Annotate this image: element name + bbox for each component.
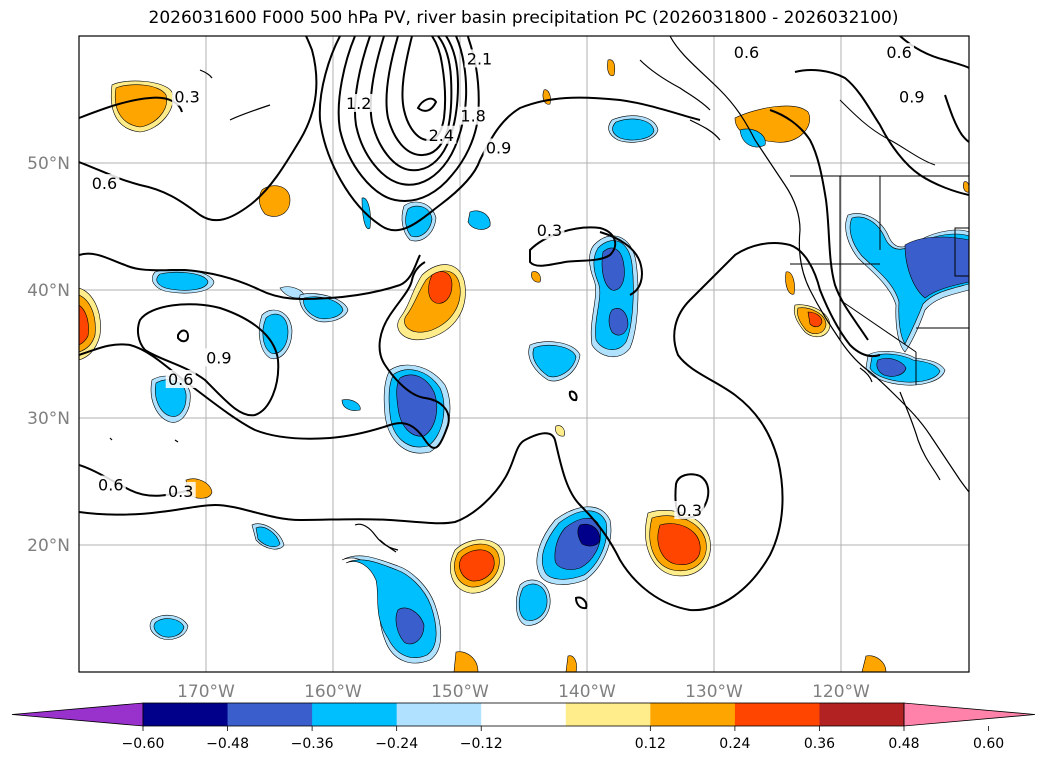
colorbar-tick-label: −0.48 <box>206 736 249 752</box>
colorbar-segment <box>312 703 398 726</box>
pv-contour-label: 0.3 <box>537 221 562 240</box>
lat-label-50n: 50°N <box>27 154 70 174</box>
lon-label-120w: 120°W <box>812 682 870 702</box>
colorbar-tick-label: −0.36 <box>291 736 334 752</box>
pv-contour-label: 0.6 <box>92 174 117 193</box>
colorbar-tick-label: −0.24 <box>375 736 418 752</box>
colorbar-tick-label: −0.60 <box>122 736 165 752</box>
pv-label-bg <box>165 369 196 388</box>
pv-label-bg <box>896 87 927 106</box>
colorbar-outline <box>142 702 905 727</box>
colorbar-segment <box>565 703 651 726</box>
pv-contour-label: 0.6 <box>886 43 911 62</box>
pv-contour-label: 1.8 <box>460 107 485 126</box>
pv-contour-label: 0.9 <box>486 138 511 157</box>
pv-contour-label: 0.3 <box>168 482 193 501</box>
lat-label-30n: 30°N <box>27 409 70 429</box>
colorbar: −0.60 −0.48 −0.36 −0.24 −0.12 0.12 0.24 0.36 0.4… <box>11 702 1036 752</box>
colorbar-tick-label: 0.12 <box>635 736 666 752</box>
lon-label-150w: 150°W <box>431 682 489 702</box>
lon-label-160w: 160°W <box>304 682 362 702</box>
latitude-labels: 50°N 40°N 30°N 20°N <box>27 154 70 556</box>
pv-label-bg <box>165 481 196 500</box>
colorbar-segment <box>481 703 567 726</box>
precip-blobs <box>79 59 969 672</box>
pv-label-bg <box>674 501 705 519</box>
pv-label-bg <box>464 49 495 68</box>
colorbar-extend-max <box>903 702 1036 727</box>
pv-label-bg <box>458 106 489 125</box>
colorbar-tick-label: 0.60 <box>973 736 1004 752</box>
colorbar-segment <box>650 703 736 726</box>
pv-label-bg <box>172 87 203 106</box>
pv-contour-label: 0.3 <box>677 501 702 520</box>
pv-label-bg <box>534 221 565 240</box>
pv-contour-label: 0.6 <box>734 43 759 62</box>
colorbar-segment <box>396 703 482 726</box>
colorbar-tick-label: −0.12 <box>460 736 503 752</box>
pv-contour-label: 0.3 <box>174 88 199 107</box>
colorbar-tick-label: 0.36 <box>804 736 835 752</box>
colorbar-segment <box>734 703 820 726</box>
borders <box>790 99 969 385</box>
lat-label-40n: 40°N <box>27 281 70 301</box>
lat-label-20n: 20°N <box>27 536 70 556</box>
lon-label-140w: 140°W <box>558 682 616 702</box>
pv-label-bg <box>95 475 126 494</box>
pv-contour-label: 0.9 <box>206 348 231 367</box>
lon-label-170w: 170°W <box>177 682 235 702</box>
pv-label-bg <box>89 174 120 193</box>
pv-label-bg <box>884 43 915 62</box>
pv-contour-label: 0.6 <box>98 476 123 495</box>
pv-contour-labels: 0.3 0.6 1.2 2.4 1.8 2.1 0.9 0.6 0.6 0.9 0.3 0.9 0.6 0… <box>89 43 927 520</box>
map-frame <box>78 35 970 673</box>
coastlines <box>109 36 969 553</box>
pv-contour-label: 2.1 <box>467 49 492 68</box>
pv-label-bg <box>203 348 234 367</box>
longitude-labels: 170°W 160°W 150°W 140°W 130°W 120°W <box>177 682 870 702</box>
map-title: 2026031600 F000 500 hPa PV, river basin … <box>148 8 899 28</box>
pv-contour-label: 1.2 <box>346 94 371 113</box>
lon-label-130w: 130°W <box>685 682 743 702</box>
pv-label-bg <box>483 138 514 157</box>
colorbar-tick-label: 0.24 <box>719 736 750 752</box>
colorbar-tick-label: 0.48 <box>888 736 919 752</box>
pv-contour-label: 0.6 <box>168 370 193 389</box>
colorbar-segment <box>143 703 229 726</box>
colorbar-segment <box>227 703 313 726</box>
pv-label-bg <box>426 125 457 144</box>
colorbar-extend-min <box>11 702 144 727</box>
map-content: 0.3 0.6 1.2 2.4 1.8 2.1 0.9 0.6 0.6 0.9 0.3 0.9 0.6 0… <box>79 36 969 672</box>
pv-label-bg <box>343 93 374 112</box>
pv-contour-label: 0.9 <box>899 88 924 107</box>
pv-label-bg <box>731 43 762 62</box>
pv-contour-label: 2.4 <box>429 126 454 145</box>
colorbar-segment <box>819 703 905 726</box>
